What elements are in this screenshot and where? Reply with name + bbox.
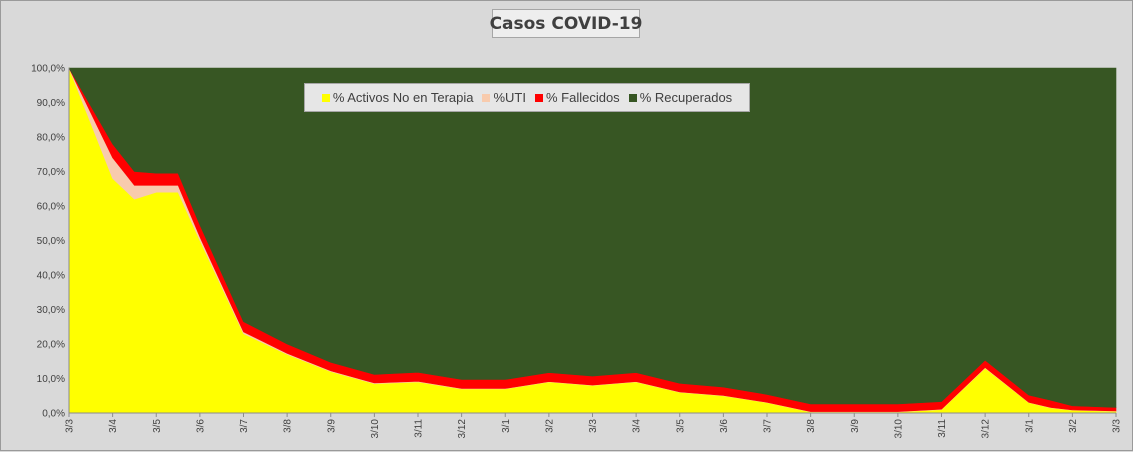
legend-label-fallecidos: % Fallecidos	[545, 90, 620, 105]
legend-label-uti: %UTI	[493, 90, 526, 105]
legend-item-uti: %UTI	[482, 90, 526, 105]
x-tick-label: 3/4	[108, 419, 119, 433]
y-tick-label: 50,0%	[37, 236, 65, 247]
x-tick-label: 3/7	[239, 419, 250, 433]
y-tick-label: 70,0%	[37, 167, 65, 178]
legend-swatch-uti	[482, 93, 491, 102]
legend-swatch-fallecidos	[534, 93, 543, 102]
y-tick-label: 30,0%	[37, 305, 65, 316]
x-tick-label: 3/5	[675, 419, 686, 433]
x-tick-label: 3/10	[370, 419, 381, 439]
legend-swatch-recuperados	[628, 93, 637, 102]
legend-item-activos: % Activos No en Terapia	[321, 90, 474, 105]
chart-title: Casos COVID-19	[490, 9, 642, 38]
x-tick-label: 3/2	[1068, 419, 1079, 433]
x-tick-label: 3/8	[806, 419, 817, 433]
axes: 0,0% 10,0% 20,0% 30,0% 40,0% 50,0% 60,0% 70,0% 8…	[31, 64, 1122, 439]
x-tick-label: 3/11	[414, 419, 425, 438]
x-tick-label: 3/2	[544, 419, 555, 433]
x-tick-label: 3/3	[588, 419, 599, 433]
x-tick-label: 3/6	[719, 419, 730, 433]
area-series-recuperados	[68, 67, 1117, 408]
y-tick-label: 60,0%	[37, 202, 65, 213]
y-tick-label: 0,0%	[42, 409, 65, 420]
x-tick-label: 3/9	[326, 419, 337, 433]
x-tick-label: 3/12	[457, 419, 468, 439]
y-tick-label: 20,0%	[37, 340, 65, 351]
legend: % Activos No en Terapia %UTI % Fallecido…	[304, 83, 750, 112]
x-tick-label: 3/3	[65, 419, 76, 433]
legend-label-recuperados: % Recuperados	[639, 90, 733, 105]
x-tick-label: 3/10	[893, 419, 904, 439]
x-tick-label: 3/6	[195, 419, 206, 433]
y-tick-label: 40,0%	[37, 271, 65, 282]
x-tick-label: 3/9	[850, 419, 861, 433]
x-tick-label: 3/7	[763, 419, 774, 433]
legend-swatch-activos	[321, 93, 330, 102]
x-tick-label: 3/3	[1112, 419, 1123, 433]
x-tick-label: 3/4	[632, 419, 643, 433]
y-tick-label: 100,0%	[31, 64, 65, 75]
legend-item-fallecidos: % Fallecidos	[534, 90, 620, 105]
y-tick-label: 90,0%	[37, 98, 65, 109]
x-tick-label: 3/8	[283, 419, 294, 433]
x-tick-label: 3/5	[152, 419, 163, 433]
legend-label-activos: % Activos No en Terapia	[332, 90, 474, 105]
x-tick-label: 3/1	[501, 419, 512, 433]
x-tick-label: 3/1	[1024, 419, 1035, 433]
stacked-areas	[68, 67, 1117, 414]
legend-item-recuperados: % Recuperados	[628, 90, 733, 105]
x-tick-label: 3/11	[937, 419, 948, 438]
x-tick-label: 3/12	[981, 419, 992, 439]
y-tick-label: 10,0%	[37, 374, 65, 385]
y-tick-label: 80,0%	[37, 133, 65, 144]
